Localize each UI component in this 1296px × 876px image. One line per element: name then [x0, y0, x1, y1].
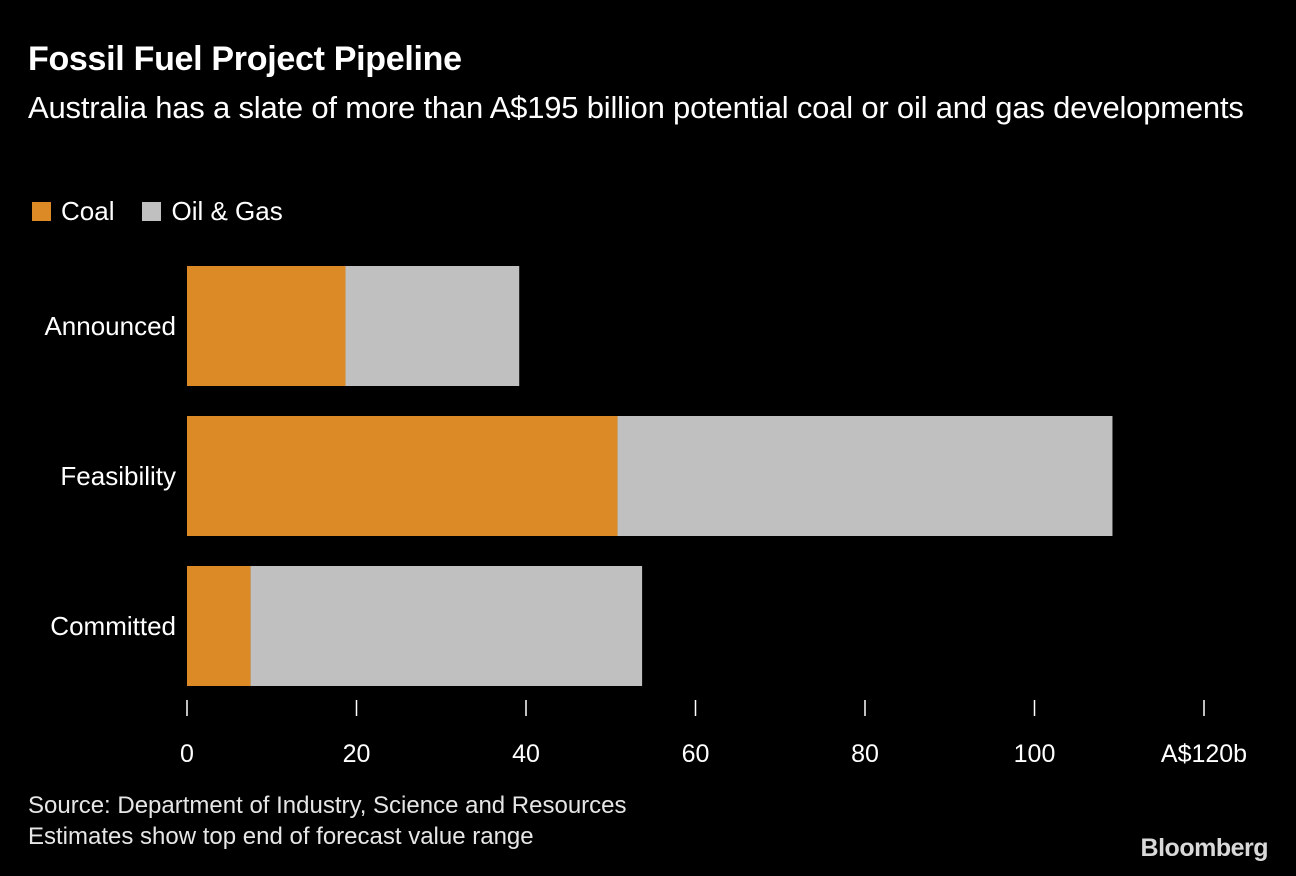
chart-title: Fossil Fuel Project Pipeline: [28, 40, 462, 78]
category-label-committed: Committed: [50, 611, 176, 641]
x-tick-label-0: 0: [180, 740, 194, 768]
x-tick-label-100: 100: [1014, 740, 1056, 768]
bar-chart: Announced Feasibility Committed 0 20 40 60 80 10…: [44, 266, 1247, 768]
bar-committed-oil-gas: [250, 566, 643, 686]
legend-item-coal: Coal: [32, 196, 114, 227]
x-tick-label-60: 60: [682, 740, 710, 768]
x-tick-label-20: 20: [343, 740, 371, 768]
legend: Coal Oil & Gas: [32, 196, 311, 227]
x-tick-label-80: 80: [851, 740, 879, 768]
estimate-note: Estimates show top end of forecast value…: [28, 823, 534, 850]
chart-subtitle: Australia has a slate of more than A$195…: [28, 90, 1244, 125]
bar-committed-coal: [187, 566, 251, 686]
bar-feasibility-oil-gas: [617, 416, 1113, 536]
bar-announced-oil-gas: [345, 266, 520, 386]
category-label-feasibility: Feasibility: [60, 461, 176, 491]
category-label-announced: Announced: [44, 311, 176, 341]
x-tick-label-120: A$120b: [1161, 740, 1247, 768]
bloomberg-logo: Bloomberg: [1140, 834, 1269, 862]
legend-label-oil-gas: Oil & Gas: [171, 196, 283, 226]
legend-swatch-oil-gas: [142, 202, 162, 221]
source-note: Source: Department of Industry, Science …: [28, 792, 627, 819]
legend-label-coal: Coal: [61, 196, 115, 226]
legend-swatch-coal: [32, 202, 51, 221]
legend-item-oil-gas: Oil & Gas: [142, 196, 283, 227]
x-tick-label-40: 40: [512, 740, 540, 768]
bar-feasibility-coal: [187, 416, 618, 536]
bar-announced-coal: [187, 266, 346, 386]
footnotes: Source: Department of Industry, Science …: [28, 790, 627, 852]
